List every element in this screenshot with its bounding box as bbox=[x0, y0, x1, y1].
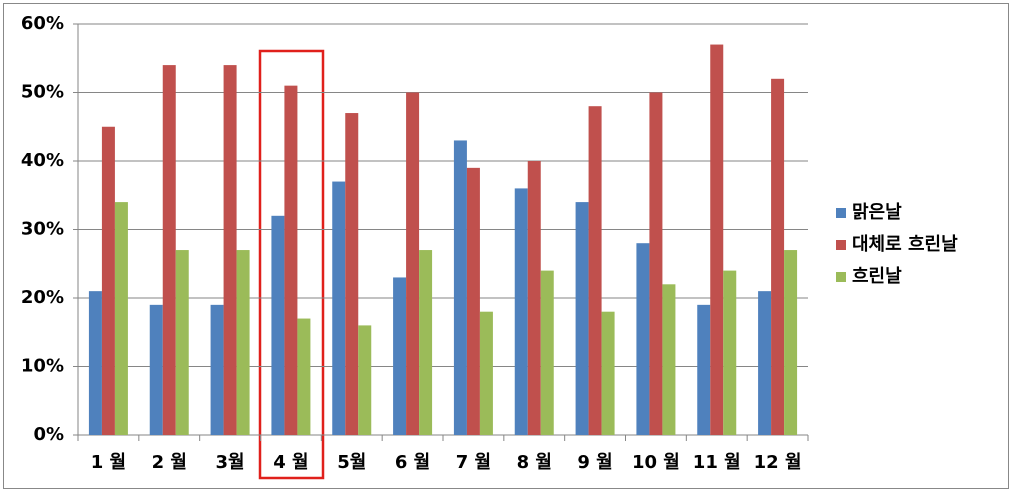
bar bbox=[88, 291, 102, 435]
legend-label: 흐린날 bbox=[852, 266, 902, 287]
highlight-box bbox=[258, 49, 325, 480]
bar bbox=[406, 92, 420, 435]
bar bbox=[271, 215, 285, 435]
bar bbox=[514, 188, 528, 435]
bar bbox=[575, 202, 589, 435]
bar bbox=[210, 304, 224, 435]
bar bbox=[332, 181, 346, 435]
bar bbox=[223, 65, 237, 435]
bar bbox=[358, 325, 372, 435]
x-tick-label: 11 월 bbox=[693, 452, 741, 473]
bar bbox=[466, 167, 480, 435]
y-tick-label: 30% bbox=[21, 219, 64, 240]
bar bbox=[758, 291, 772, 435]
bar bbox=[588, 106, 602, 435]
x-tick-label: 2 월 bbox=[152, 452, 187, 473]
bar bbox=[419, 250, 433, 435]
x-tick-label: 12 월 bbox=[754, 452, 802, 473]
x-tick-label: 4 월 bbox=[273, 452, 308, 473]
x-tick-label: 8 월 bbox=[517, 452, 552, 473]
y-tick-label: 50% bbox=[21, 82, 64, 103]
bar bbox=[114, 202, 128, 435]
legend-label: 대체로 흐린날 bbox=[852, 234, 958, 255]
x-tick-label: 3월 bbox=[216, 452, 245, 473]
x-tick-label: 1 월 bbox=[91, 452, 126, 473]
bar bbox=[723, 270, 737, 435]
bar bbox=[540, 270, 554, 435]
bar bbox=[710, 44, 724, 436]
bar bbox=[697, 304, 711, 435]
bar bbox=[784, 250, 798, 435]
bar bbox=[601, 311, 615, 435]
bar bbox=[162, 65, 176, 435]
legend-swatch bbox=[836, 240, 846, 250]
legend-label: 맑은날 bbox=[852, 202, 902, 223]
bar bbox=[149, 304, 163, 435]
bar bbox=[479, 311, 493, 435]
bar bbox=[636, 243, 650, 435]
bar bbox=[771, 78, 785, 436]
x-tick-label: 7 월 bbox=[456, 452, 491, 473]
bar bbox=[101, 126, 115, 435]
bar bbox=[345, 113, 359, 436]
bar bbox=[393, 277, 407, 435]
y-tick-label: 10% bbox=[21, 356, 64, 377]
bar bbox=[297, 318, 311, 435]
x-tick-label: 6 월 bbox=[395, 452, 430, 473]
y-tick-label: 20% bbox=[21, 287, 64, 308]
legend-swatch bbox=[836, 272, 846, 282]
y-tick-label: 0% bbox=[33, 424, 64, 445]
x-tick-label: 9 월 bbox=[577, 452, 612, 473]
x-tick-label: 10 월 bbox=[632, 452, 680, 473]
y-tick-label: 60% bbox=[21, 13, 64, 34]
bar bbox=[527, 161, 541, 435]
bar bbox=[175, 250, 189, 435]
bar bbox=[453, 140, 467, 435]
bar bbox=[236, 250, 250, 435]
bar bbox=[662, 284, 676, 435]
y-tick-label: 40% bbox=[21, 150, 64, 171]
bar bbox=[649, 92, 663, 435]
bar bbox=[284, 85, 298, 436]
x-tick-label: 5월 bbox=[337, 452, 366, 473]
legend-swatch bbox=[836, 208, 846, 218]
